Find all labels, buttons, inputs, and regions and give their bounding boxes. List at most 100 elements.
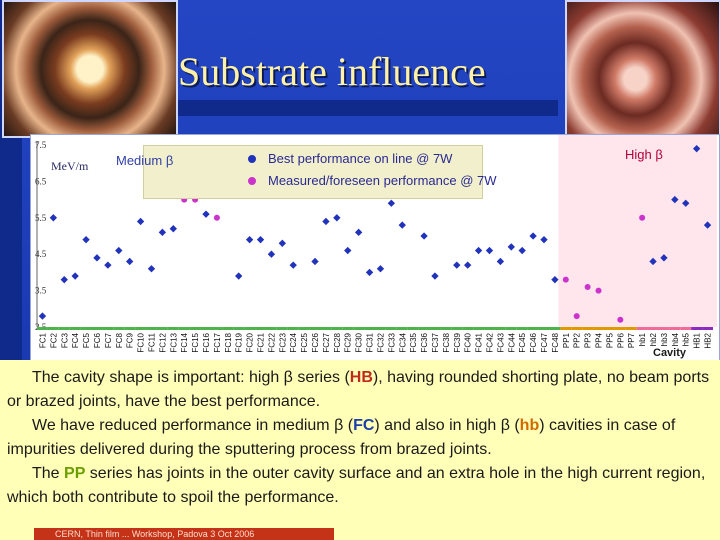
- x-tick-label: FC43: [496, 332, 505, 352]
- category-band: [484, 327, 495, 330]
- category-band: [582, 327, 594, 330]
- y-tick-label: 4.5: [35, 249, 47, 259]
- category-band: [549, 327, 561, 330]
- data-point-best: [529, 232, 537, 240]
- category-band: [375, 327, 386, 330]
- data-point-best: [202, 210, 210, 218]
- x-tick-label: PP4: [595, 332, 604, 348]
- category-band: [429, 327, 441, 330]
- x-tick-label: FC32: [376, 332, 385, 352]
- data-point-best: [507, 243, 515, 251]
- category-band: [658, 327, 670, 330]
- footer-bar: [34, 528, 334, 540]
- category-band: [113, 327, 125, 330]
- data-point-best: [169, 225, 177, 233]
- x-tick-label: hb3: [660, 332, 669, 346]
- data-point-best: [256, 235, 265, 244]
- x-tick-label: FC19: [235, 332, 244, 352]
- cavity-photo-right: [565, 0, 720, 144]
- category-band: [636, 327, 648, 330]
- data-point-best: [649, 257, 657, 266]
- category-band: [342, 327, 354, 330]
- x-tick-label: FC28: [333, 332, 342, 352]
- data-point-measured: [639, 214, 646, 221]
- x-tick-label: FC5: [82, 332, 91, 348]
- category-band: [462, 327, 474, 330]
- p2-text-2: ) and also in high β (: [374, 417, 520, 434]
- data-point-best: [420, 232, 428, 240]
- x-axis-title: Cavity: [653, 347, 687, 359]
- category-band: [80, 327, 92, 330]
- category-band: [516, 327, 528, 330]
- paragraph-hb: The cavity shape is important: high β se…: [7, 366, 713, 414]
- data-point-best: [115, 246, 123, 255]
- category-band: [233, 327, 245, 330]
- x-tick-label: FC3: [60, 332, 69, 348]
- category-band: [364, 327, 375, 330]
- category-band: [593, 327, 604, 330]
- p1-text-2: ), having rounded shorting plate, no bea…: [7, 369, 710, 410]
- data-point-best: [104, 261, 112, 269]
- region-label-high: High β: [625, 147, 663, 162]
- category-band: [298, 327, 310, 330]
- p1-text-1: The cavity shape is important: high β se…: [32, 369, 350, 386]
- data-point-measured: [617, 316, 624, 323]
- x-tick-label: FC40: [464, 332, 473, 352]
- x-tick-label: FC27: [322, 332, 331, 352]
- x-tick-label: PP7: [627, 332, 636, 348]
- data-point-best: [136, 217, 145, 226]
- data-point-best: [464, 261, 472, 269]
- data-point-best: [518, 246, 526, 255]
- category-band: [680, 327, 692, 330]
- x-tick-label: FC20: [246, 332, 255, 352]
- x-tick-label: FC12: [158, 332, 167, 352]
- legend: Best performance on line @ 7W Measured/f…: [143, 145, 497, 199]
- data-point-best: [278, 239, 286, 247]
- data-point-measured: [213, 214, 220, 221]
- x-tick-label: FC35: [409, 332, 418, 352]
- x-tick-label: FC44: [507, 332, 516, 352]
- x-tick-label: FC11: [147, 332, 156, 352]
- category-band: [200, 327, 212, 330]
- x-tick-label: FC36: [420, 332, 429, 352]
- data-point-best: [540, 235, 548, 244]
- category-band: [135, 327, 147, 330]
- x-tick-label: FC38: [442, 332, 451, 352]
- data-point-best: [474, 246, 483, 255]
- x-tick-label: FC45: [518, 332, 527, 352]
- category-band: [69, 327, 81, 330]
- data-point-best: [147, 265, 156, 273]
- x-tick-label: hb2: [649, 332, 658, 346]
- x-tick-label: PP5: [605, 332, 614, 348]
- x-tick-label: FC17: [213, 332, 222, 352]
- category-band: [385, 327, 397, 330]
- x-tick-label: FC26: [311, 332, 320, 352]
- category-band: [571, 327, 583, 330]
- category-band: [37, 327, 48, 330]
- x-tick-label: FC21: [257, 332, 266, 352]
- paragraph-fc: We have reduced performance in medium β …: [7, 414, 713, 462]
- cavity-photo-left: [2, 0, 178, 138]
- data-point-best: [703, 221, 712, 229]
- data-point-best: [289, 261, 297, 269]
- category-band: [276, 327, 288, 330]
- p2-text-3: ) cavities in case of impurities deliver…: [7, 417, 676, 458]
- data-point-best: [267, 250, 276, 258]
- category-band: [167, 327, 179, 330]
- p2-highlight-hb: hb: [519, 417, 540, 434]
- category-band: [320, 327, 332, 330]
- legend-marker-measured: [248, 177, 256, 185]
- data-point-best: [376, 265, 385, 273]
- category-band: [309, 327, 321, 330]
- x-tick-label: FC18: [224, 332, 233, 352]
- legend-label-measured: Measured/foreseen performance @ 7W: [268, 173, 497, 188]
- category-band: [527, 327, 539, 330]
- category-band: [494, 327, 506, 330]
- data-point-best: [496, 257, 505, 266]
- x-tick-label: hb1: [638, 332, 647, 346]
- y-unit-label: MeV/m: [51, 159, 89, 173]
- data-point-best: [158, 228, 167, 237]
- category-band: [353, 327, 365, 330]
- category-band: [211, 327, 223, 330]
- category-band: [560, 327, 572, 330]
